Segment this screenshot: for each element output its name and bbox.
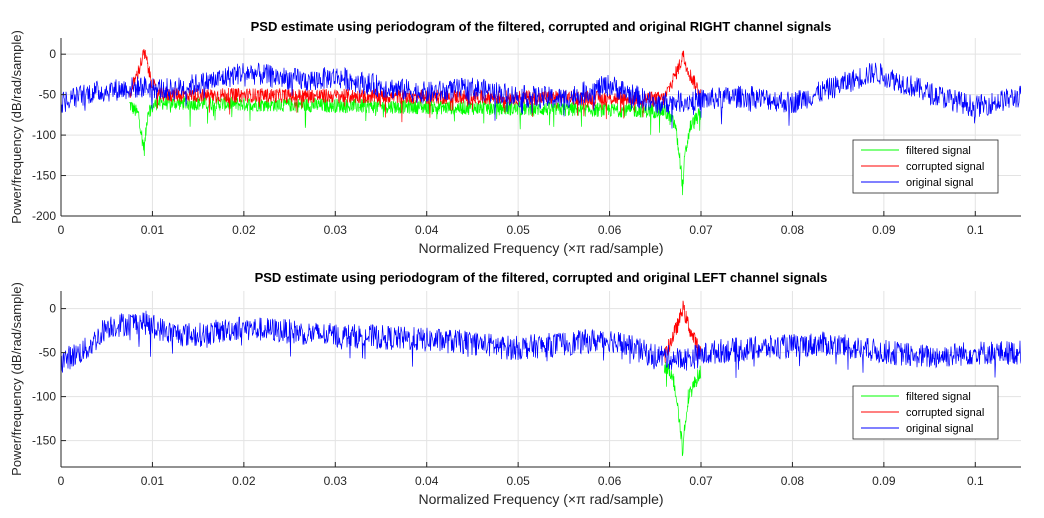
series-line-filtered-signal — [129, 94, 702, 196]
x-tick-label: 0.06 — [598, 474, 622, 488]
x-tick-label: 0.04 — [415, 474, 439, 488]
chart-title: PSD estimate using periodogram of the fi… — [251, 19, 832, 34]
y-tick-label: -200 — [32, 209, 56, 223]
y-tick-label: -150 — [32, 434, 56, 448]
x-tick-label: 0.03 — [324, 223, 348, 237]
series-line-original-signal — [61, 310, 1021, 378]
legend-label: filtered signal — [906, 145, 971, 157]
y-axis-label: Power/frequency (dB/rad/sample) — [9, 282, 24, 476]
x-tick-label: 0.09 — [872, 474, 896, 488]
y-tick-label: -50 — [39, 88, 57, 102]
legend-label: corrupted signal — [906, 161, 984, 173]
x-tick-label: 0.05 — [506, 474, 530, 488]
legend-label: corrupted signal — [906, 407, 984, 419]
x-tick-label: 0.03 — [324, 474, 348, 488]
series-line-original-signal — [61, 62, 1021, 129]
x-tick-label: 0.07 — [689, 223, 713, 237]
series-line-filtered-signal — [664, 361, 702, 457]
legend-label: original signal — [906, 423, 973, 435]
x-tick-label: 0 — [58, 223, 65, 237]
chart-panel-2: 0 0.01 0.02 0.03 0.04 0.05 0.06 0.07 0.08 0.09 0.1… — [9, 270, 1021, 507]
y-tick-label: 0 — [49, 302, 56, 316]
legend-label: filtered signal — [906, 391, 971, 403]
x-tick-label: 0.02 — [232, 474, 256, 488]
y-tick-label: -100 — [32, 128, 56, 142]
series-line-corrupted-signal — [664, 300, 702, 363]
x-axis-label: Normalized Frequency (×π rad/sample) — [418, 240, 663, 256]
series-line-corrupted-signal — [129, 49, 702, 123]
x-axis-label: Normalized Frequency (×π rad/sample) — [418, 491, 663, 507]
x-tick-label: 0.04 — [415, 223, 439, 237]
x-tick-label: 0.08 — [781, 223, 805, 237]
x-tick-label: 0.08 — [781, 474, 805, 488]
x-tick-label: 0.06 — [598, 223, 622, 237]
y-axis-label: Power/frequency (dB/rad/sample) — [9, 30, 24, 224]
x-tick-label: 0.02 — [232, 223, 256, 237]
y-tick-label: -100 — [32, 390, 56, 404]
x-tick-label: 0.1 — [967, 223, 984, 237]
x-tick-label: 0.09 — [872, 223, 896, 237]
x-tick-label: 0.07 — [689, 474, 713, 488]
x-tick-label: 0.01 — [141, 474, 165, 488]
x-tick-label: 0.05 — [506, 223, 530, 237]
x-tick-label: 0.1 — [967, 474, 984, 488]
y-tick-label: -150 — [32, 169, 56, 183]
legend: filtered signal corrupted signal original … — [852, 139, 999, 194]
legend: filtered signal corrupted signal original … — [852, 385, 999, 440]
chart-panel-1: 0 0.01 0.02 0.03 0.04 0.05 0.06 0.07 0.08 0.09 0.1… — [9, 19, 1021, 256]
x-tick-label: 0 — [58, 474, 65, 488]
chart-title: PSD estimate using periodogram of the fi… — [255, 270, 828, 285]
y-tick-label: 0 — [49, 47, 56, 61]
legend-label: original signal — [906, 177, 973, 189]
x-tick-label: 0.01 — [141, 223, 165, 237]
y-tick-label: -50 — [39, 346, 57, 360]
